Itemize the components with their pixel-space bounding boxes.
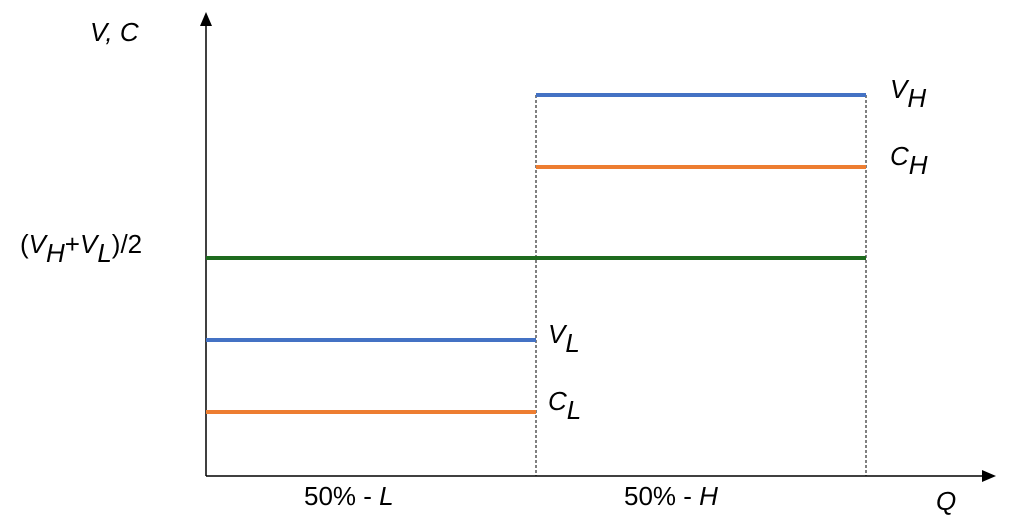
segment-high-label: 50% - H <box>624 481 718 511</box>
segment-low-label: 50% - L <box>304 481 394 511</box>
c-low-label: CL <box>548 386 581 425</box>
y-axis-label: V, C <box>90 17 139 47</box>
x-axis-arrowhead <box>982 470 996 482</box>
v-low-label: VL <box>548 319 580 358</box>
x-axis-label: Q <box>936 486 956 516</box>
y-axis-arrowhead <box>200 12 212 26</box>
c-high-label: CH <box>890 141 928 180</box>
v-high-label: VH <box>890 74 926 113</box>
average-level-label: (VH+VL)/2 <box>20 229 142 268</box>
